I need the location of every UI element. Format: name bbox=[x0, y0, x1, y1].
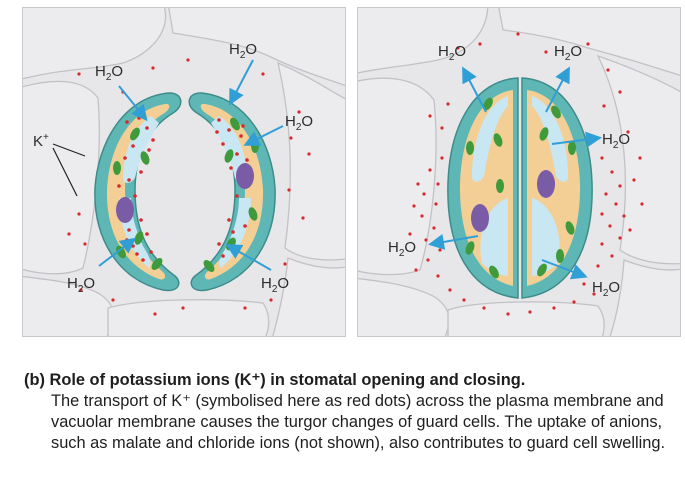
h2o-label: H2O bbox=[261, 275, 289, 295]
closed-stoma-illustration: H2O H2O H2O H2O H2O bbox=[358, 8, 680, 336]
k-ion-label: K+ bbox=[33, 132, 49, 150]
water-labels: H2O H2O H2O H2O H2O bbox=[67, 41, 313, 295]
h2o-label: H2O bbox=[592, 279, 620, 299]
water-inflow-arrows bbox=[98, 59, 284, 271]
h2o-label: H2O bbox=[602, 131, 630, 151]
caption-title: (b) Role of potassium ions (K⁺) in stoma… bbox=[24, 371, 526, 389]
guard-cell-left bbox=[94, 92, 182, 292]
k-ion-pointer-lines bbox=[52, 143, 86, 197]
h2o-label: H2O bbox=[554, 43, 582, 63]
caption-body: The transport of K⁺ (symbolised here as … bbox=[51, 392, 666, 452]
h2o-label: H2O bbox=[388, 239, 416, 259]
guard-cell-left bbox=[447, 77, 519, 299]
epidermal-cells bbox=[358, 8, 680, 336]
figure-caption: (b) Role of potassium ions (K⁺) in stoma… bbox=[24, 370, 674, 454]
h2o-label: H2O bbox=[95, 63, 123, 83]
h2o-label: H2O bbox=[67, 275, 95, 295]
h2o-label: H2O bbox=[229, 41, 257, 61]
h2o-label: H2O bbox=[285, 113, 313, 133]
chloroplasts bbox=[465, 97, 576, 279]
water-outflow-arrows bbox=[428, 66, 602, 280]
opened-stoma-panel: H2O H2O H2O H2O H2O K+ bbox=[22, 7, 346, 337]
epidermal-cells bbox=[23, 8, 345, 336]
h2o-label: H2O bbox=[438, 43, 466, 63]
k-ion-dots bbox=[408, 32, 644, 316]
water-labels: H2O H2O H2O H2O H2O bbox=[388, 43, 630, 299]
opened-stoma-illustration: H2O H2O H2O H2O H2O K+ bbox=[23, 8, 345, 336]
closed-stoma-panel: H2O H2O H2O H2O H2O bbox=[357, 7, 681, 337]
